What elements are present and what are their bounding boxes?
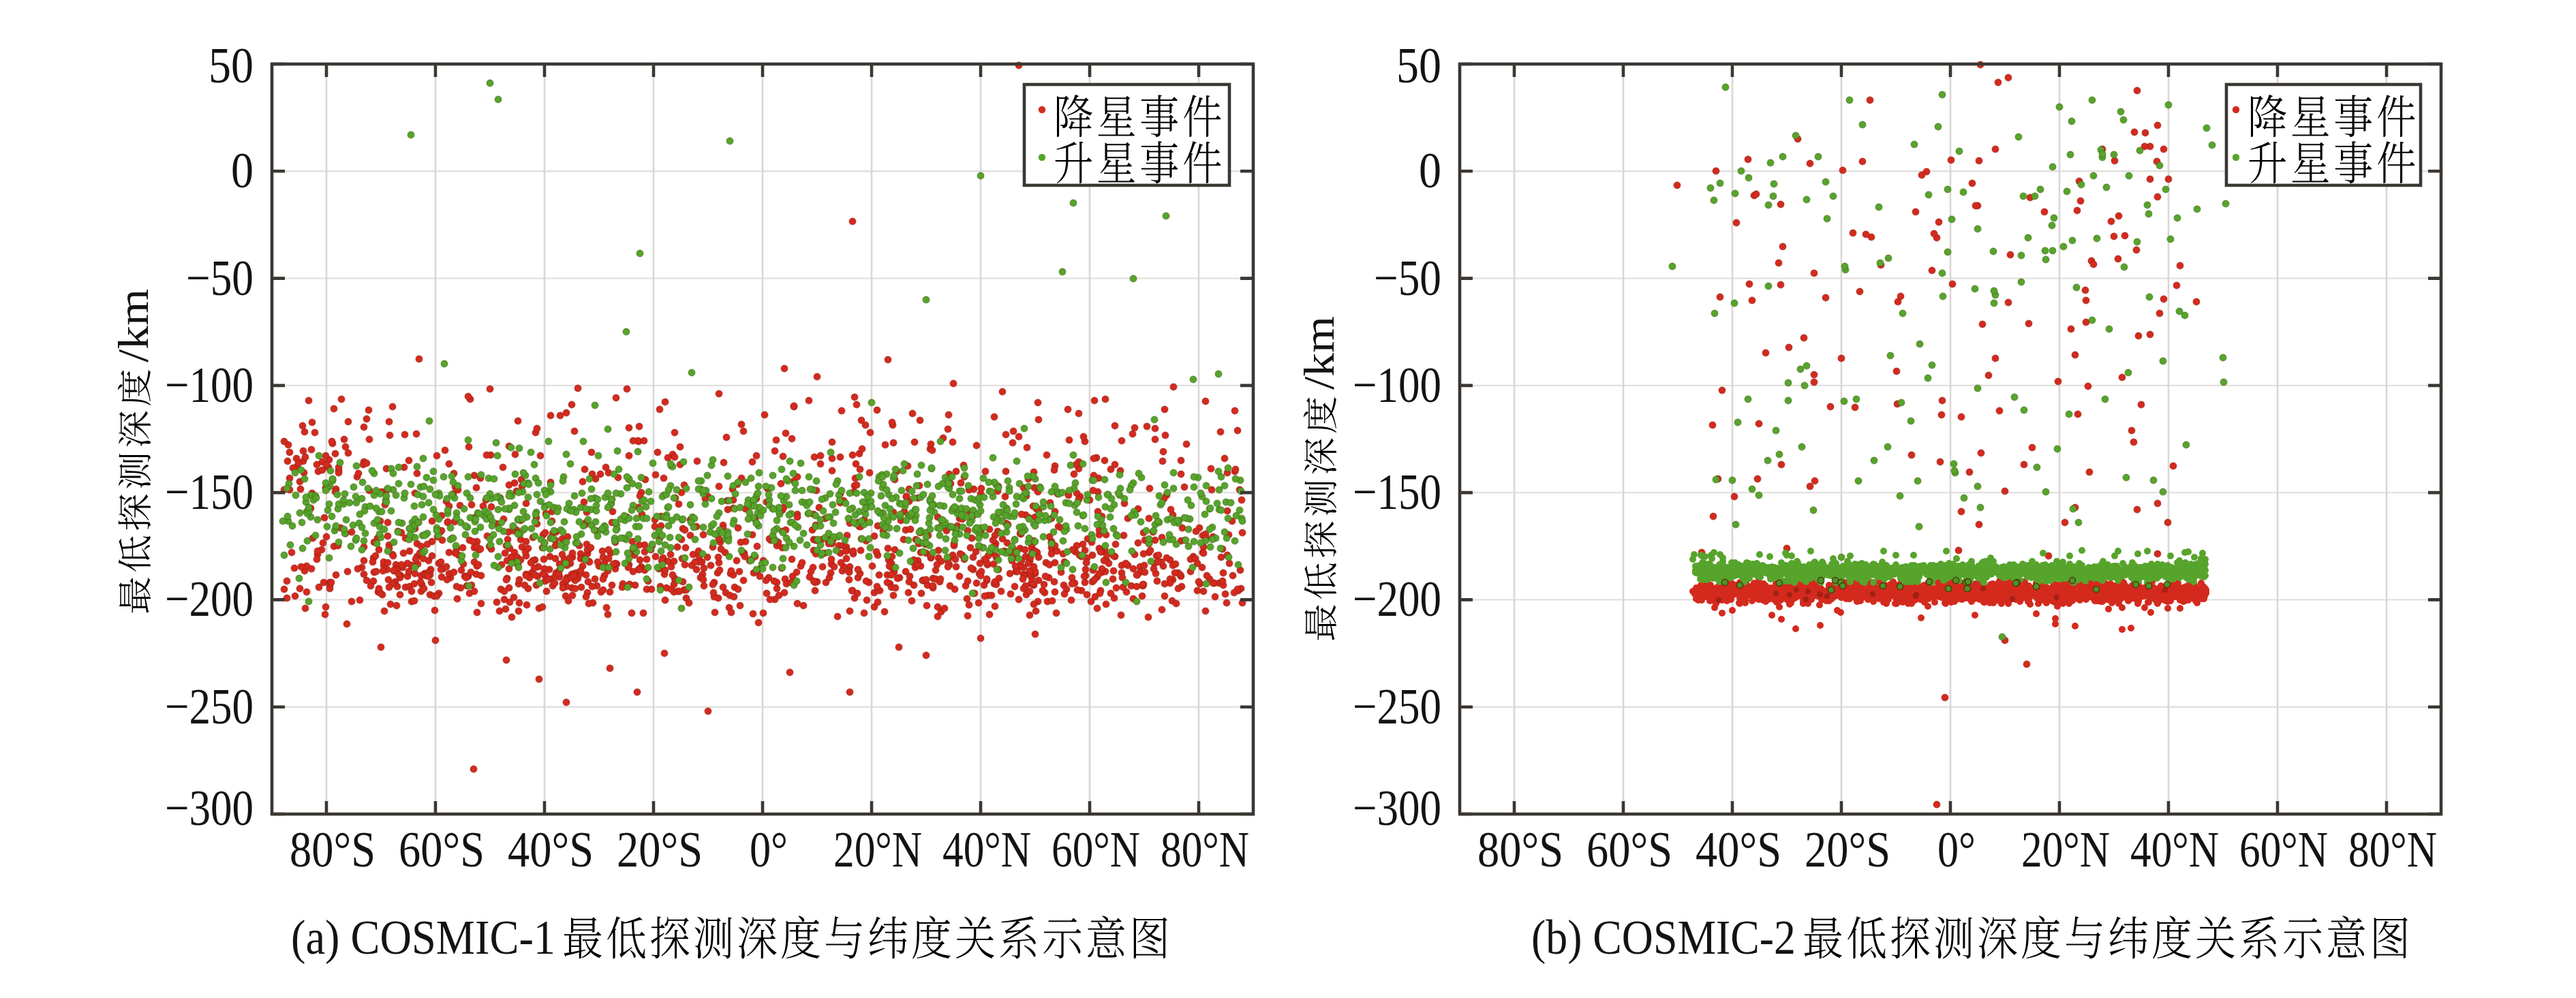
svg-text:20°N: 20°N <box>833 822 922 877</box>
svg-text:−300: −300 <box>165 780 254 836</box>
svg-text:80°N: 80°N <box>2348 822 2437 877</box>
svg-text:(a) COSMIC-1: (a) COSMIC-1 <box>291 910 555 965</box>
svg-text:/km: /km <box>1295 316 1343 390</box>
svg-text:(b) COSMIC-2: (b) COSMIC-2 <box>1531 910 1796 965</box>
svg-text:50: 50 <box>1396 37 1441 93</box>
svg-text:20°N: 20°N <box>2021 822 2110 877</box>
svg-text:−300: −300 <box>1353 780 1441 836</box>
svg-text:−50: −50 <box>1374 250 1441 306</box>
svg-text:−150: −150 <box>1353 464 1441 520</box>
svg-text:50: 50 <box>209 37 254 93</box>
svg-text:−50: −50 <box>186 250 254 306</box>
svg-text:80°S: 80°S <box>1477 822 1563 877</box>
svg-text:60°N: 60°N <box>2239 822 2328 877</box>
svg-text:0: 0 <box>1419 142 1441 198</box>
svg-text:−250: −250 <box>165 679 254 734</box>
svg-text:−150: −150 <box>165 464 254 520</box>
svg-text:−100: −100 <box>165 357 254 413</box>
svg-text:−100: −100 <box>1353 357 1441 413</box>
svg-text:40°S: 40°S <box>1696 822 1781 877</box>
svg-text:0°: 0° <box>1937 822 1976 877</box>
svg-text:40°S: 40°S <box>508 822 594 877</box>
svg-text:60°N: 60°N <box>1052 822 1140 877</box>
svg-text:20°S: 20°S <box>1805 822 1890 877</box>
svg-text:−250: −250 <box>1353 679 1441 734</box>
svg-text:20°S: 20°S <box>617 822 703 877</box>
svg-text:−200: −200 <box>165 571 254 627</box>
svg-text:60°S: 60°S <box>399 822 485 877</box>
svg-text:40°N: 40°N <box>2130 822 2219 877</box>
svg-text:0: 0 <box>231 142 254 198</box>
svg-text:0°: 0° <box>750 822 788 877</box>
svg-text:60°S: 60°S <box>1586 822 1672 877</box>
svg-text:−200: −200 <box>1353 571 1441 627</box>
svg-text:80°S: 80°S <box>290 822 375 877</box>
svg-text:/km: /km <box>109 289 157 362</box>
svg-text:40°N: 40°N <box>942 822 1031 877</box>
svg-text:80°N: 80°N <box>1161 822 1249 877</box>
